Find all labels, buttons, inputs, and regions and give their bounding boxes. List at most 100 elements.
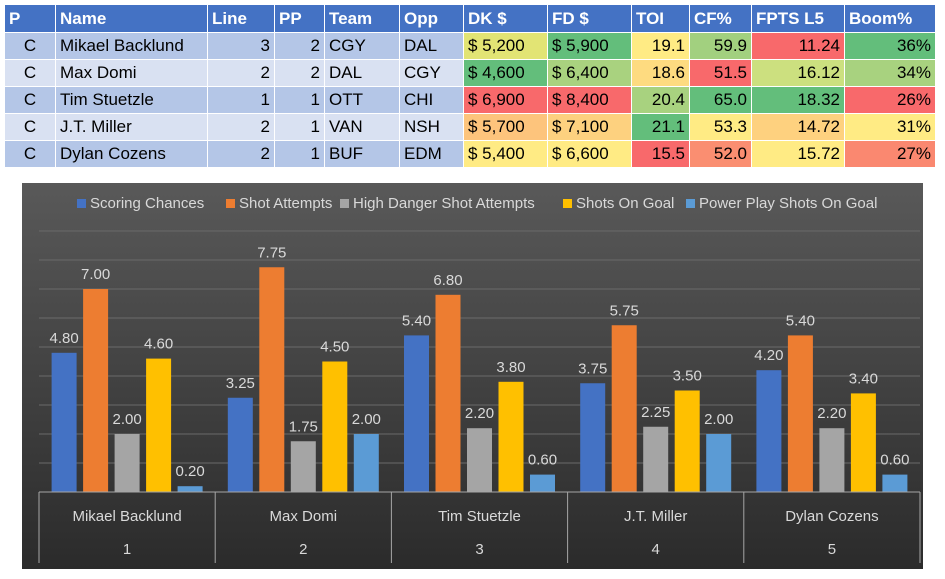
- cell-fd: $ 5,900: [547, 32, 632, 60]
- col-header-p: P: [4, 4, 56, 33]
- bar-value-label: 0.60: [880, 452, 909, 469]
- cell-team: VAN: [324, 113, 400, 141]
- col-header-opp: Opp: [399, 4, 464, 33]
- col-header-name: Name: [55, 4, 208, 33]
- x-tick-number: 3: [475, 541, 483, 558]
- cell-cf: 51.5: [689, 59, 752, 87]
- cell-team: DAL: [324, 59, 400, 87]
- col-header-pp: PP: [274, 4, 325, 33]
- cell-fpts: 14.72: [751, 113, 845, 141]
- bar-value-label: 6.80: [433, 272, 462, 289]
- table-row: C J.T. Miller 2 1 VAN NSH $ 5,700 $ 7,100 21.1 53…: [4, 113, 936, 141]
- legend-swatch: [686, 199, 695, 208]
- cell-opp: CHI: [399, 86, 464, 114]
- col-header-dk: DK $: [463, 4, 548, 33]
- cell-fpts: 18.32: [751, 86, 845, 114]
- player-stats-table: P Name Line PP Team Opp DK $ FD $ TOI CF…: [4, 4, 936, 168]
- cell-boom: 34%: [844, 59, 936, 87]
- legend-swatch: [77, 199, 86, 208]
- legend-swatch: [563, 199, 572, 208]
- cell-line: 2: [207, 113, 275, 141]
- cell-toi: 21.1: [631, 113, 690, 141]
- cell-pp: 2: [274, 32, 325, 60]
- table-row: C Mikael Backlund 3 2 CGY DAL $ 5,200 $ 5,900 19…: [4, 32, 936, 60]
- cell-boom: 26%: [844, 86, 936, 114]
- cell-boom: 27%: [844, 140, 936, 168]
- cell-fd: $ 6,600: [547, 140, 632, 168]
- cell-opp: DAL: [399, 32, 464, 60]
- legend-label: Shots On Goal: [576, 195, 674, 212]
- cell-opp: NSH: [399, 113, 464, 141]
- bar-value-label: 4.50: [320, 339, 349, 356]
- player-shots-chart: Scoring Chances Shot Attempts High Danger …: [22, 183, 923, 569]
- bar: [467, 428, 492, 492]
- cell-fpts: 15.72: [751, 140, 845, 168]
- cell-boom: 36%: [844, 32, 936, 60]
- cell-fd: $ 7,100: [547, 113, 632, 141]
- cell-dk: $ 5,700: [463, 113, 548, 141]
- cell-p: C: [4, 113, 56, 141]
- cell-toi: 20.4: [631, 86, 690, 114]
- cell-toi: 15.5: [631, 140, 690, 168]
- cell-toi: 18.6: [631, 59, 690, 87]
- bar: [83, 289, 109, 492]
- bar-value-label: 5.40: [402, 312, 431, 329]
- bar-value-label: 3.40: [849, 370, 878, 387]
- x-tick-label: Mikael Backlund: [72, 508, 181, 525]
- cell-name: Dylan Cozens: [55, 140, 208, 168]
- legend-swatch: [226, 199, 235, 208]
- cell-p: C: [4, 140, 56, 168]
- cell-cf: 65.0: [689, 86, 752, 114]
- cell-team: BUF: [324, 140, 400, 168]
- cell-line: 1: [207, 86, 275, 114]
- bar: [530, 474, 555, 492]
- bar-value-label: 3.80: [496, 359, 525, 376]
- cell-p: C: [4, 32, 56, 60]
- cell-p: C: [4, 59, 56, 87]
- bar: [580, 383, 606, 492]
- table-header-row: P Name Line PP Team Opp DK $ FD $ TOI CF…: [4, 4, 936, 33]
- cell-name: Mikael Backlund: [55, 32, 208, 60]
- bar: [290, 441, 316, 492]
- table-row: C Tim Stuetzle 1 1 OTT CHI $ 6,900 $ 8,400 20.4 6…: [4, 86, 936, 114]
- bar-value-label: 3.25: [226, 375, 255, 392]
- bar: [611, 325, 637, 492]
- cell-opp: CGY: [399, 59, 464, 87]
- bar-value-label: 2.20: [465, 405, 494, 422]
- x-tick-number: 4: [652, 541, 660, 558]
- bar-value-label: 3.75: [578, 360, 607, 377]
- cell-pp: 1: [274, 140, 325, 168]
- cell-team: CGY: [324, 32, 400, 60]
- x-tick-number: 2: [299, 541, 307, 558]
- bar: [177, 486, 203, 492]
- x-tick-label: Tim Stuetzle: [438, 508, 521, 525]
- bar-value-label: 3.50: [673, 368, 702, 385]
- bar-value-label: 2.00: [704, 411, 733, 428]
- bar: [51, 352, 77, 492]
- cell-pp: 1: [274, 113, 325, 141]
- bar-value-label: 4.80: [49, 330, 78, 347]
- col-header-team: Team: [324, 4, 400, 33]
- bar: [756, 370, 782, 492]
- cell-pp: 1: [274, 86, 325, 114]
- x-tick-number: 5: [828, 541, 836, 558]
- legend-swatch: [340, 199, 349, 208]
- bar: [435, 294, 461, 492]
- cell-name: Tim Stuetzle: [55, 86, 208, 114]
- cell-dk: $ 6,900: [463, 86, 548, 114]
- cell-dk: $ 5,200: [463, 32, 548, 60]
- bar-value-label: 5.75: [610, 302, 639, 319]
- bar-value-label: 1.75: [289, 418, 318, 435]
- x-tick-number: 1: [123, 541, 131, 558]
- bar: [114, 434, 140, 492]
- bar-value-label: 7.75: [257, 244, 286, 261]
- bar-value-label: 5.40: [786, 312, 815, 329]
- cell-p: C: [4, 86, 56, 114]
- cell-cf: 53.3: [689, 113, 752, 141]
- table-row: C Dylan Cozens 2 1 BUF EDM $ 5,400 $ 6,600 15.5 5…: [4, 140, 936, 168]
- col-header-toi: TOI: [631, 4, 690, 33]
- table-row: C Max Domi 2 2 DAL CGY $ 4,600 $ 6,400 18.6 51.5 1…: [4, 59, 936, 87]
- x-tick-label: Dylan Cozens: [785, 508, 878, 525]
- col-header-line: Line: [207, 4, 275, 33]
- bar-value-label: 2.20: [817, 405, 846, 422]
